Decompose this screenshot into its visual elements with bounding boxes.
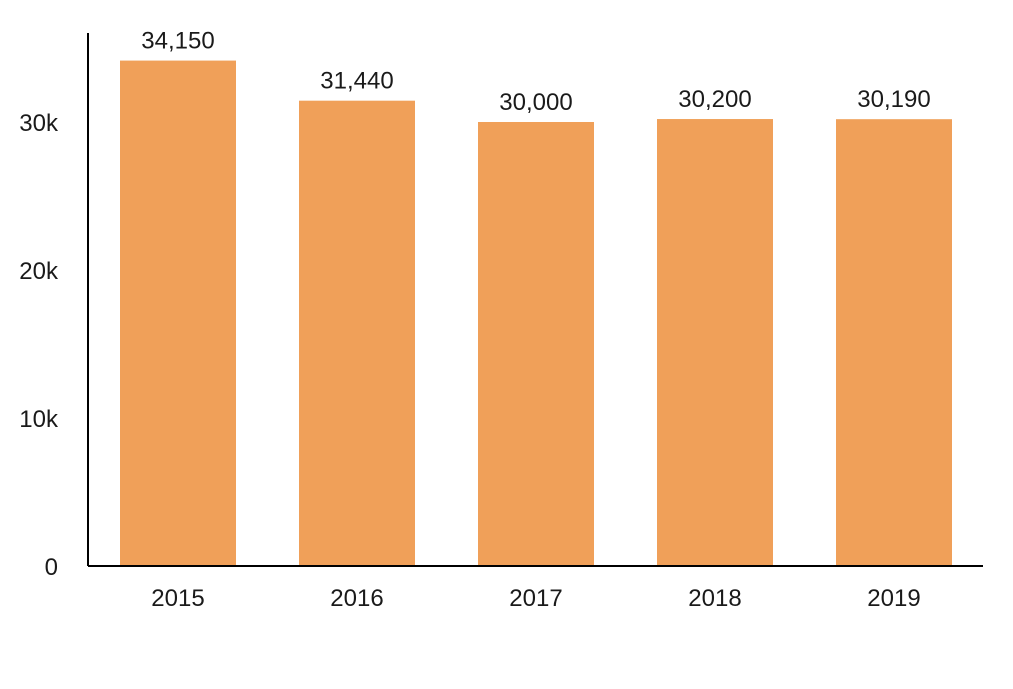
bar-2015 bbox=[120, 60, 236, 567]
data-label-2018: 30,200 bbox=[678, 86, 751, 113]
bar-2019 bbox=[836, 119, 952, 567]
x-tick-label-2016: 2016 bbox=[330, 585, 383, 612]
x-tick-label-2018: 2018 bbox=[688, 585, 741, 612]
bar-2016 bbox=[299, 100, 415, 567]
data-label-2017: 30,000 bbox=[499, 89, 572, 116]
x-tick-label-2017: 2017 bbox=[509, 585, 562, 612]
x-axis-labels: 2015 2016 2017 2018 2019 bbox=[151, 585, 920, 612]
data-label-2019: 30,190 bbox=[857, 86, 930, 113]
bar-2018 bbox=[657, 119, 773, 566]
x-tick-label-2015: 2015 bbox=[151, 585, 204, 612]
y-tick-label: 0 bbox=[45, 554, 58, 581]
bars-group bbox=[120, 60, 952, 567]
bar-2017 bbox=[478, 122, 594, 566]
y-axis-ticks: 0 10k 20k 30k bbox=[19, 110, 59, 581]
data-label-2016: 31,440 bbox=[320, 68, 393, 95]
data-label-2015: 34,150 bbox=[141, 28, 214, 55]
data-labels-group: 34,150 31,440 30,000 30,200 30,190 bbox=[141, 28, 930, 116]
y-tick-label: 30k bbox=[19, 110, 59, 137]
x-tick-label-2019: 2019 bbox=[867, 585, 920, 612]
y-tick-label: 20k bbox=[19, 258, 59, 285]
y-tick-label: 10k bbox=[19, 406, 59, 433]
